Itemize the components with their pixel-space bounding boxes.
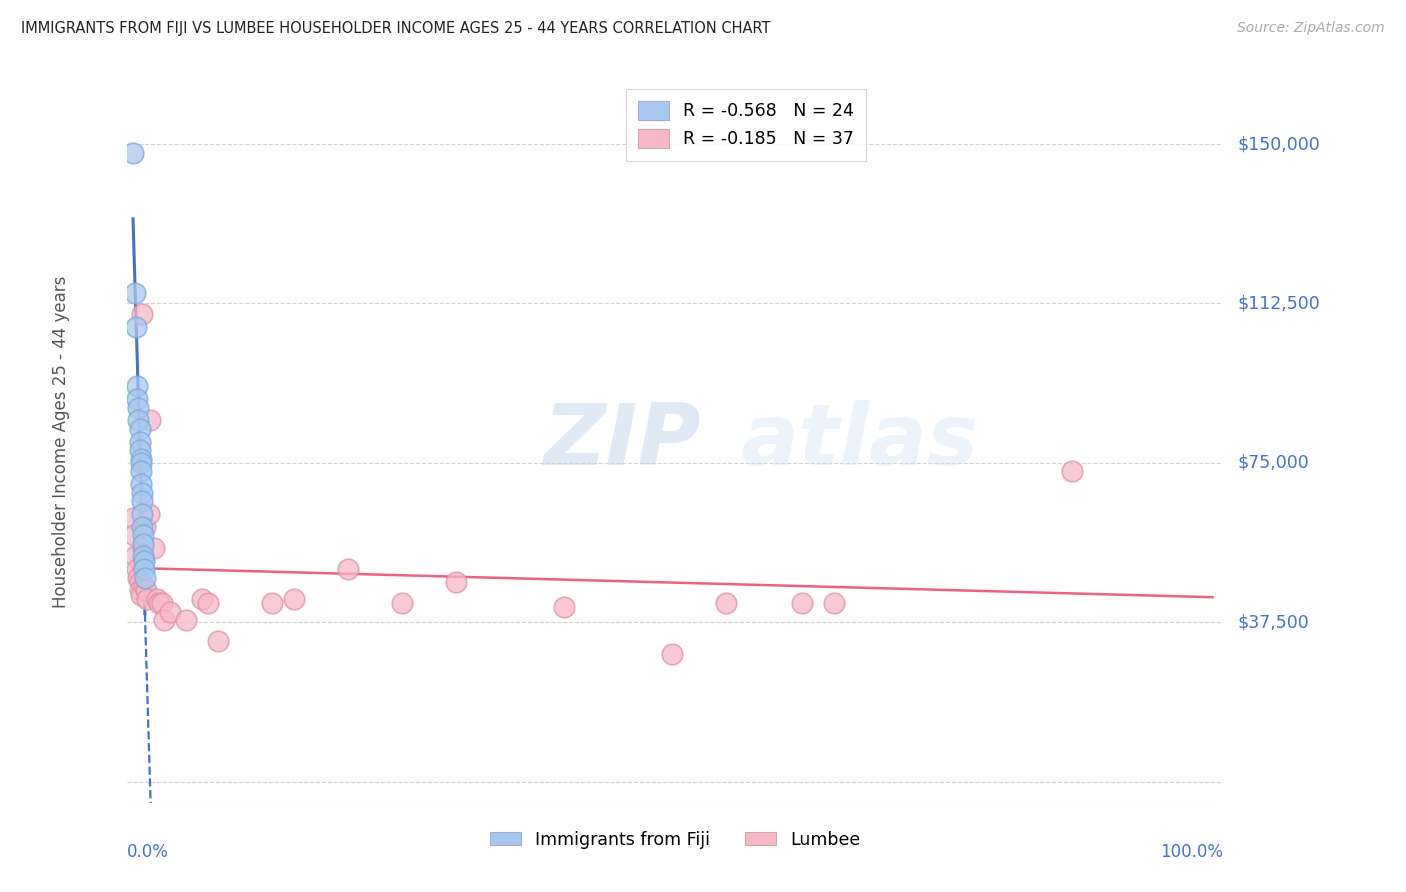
Point [132, 528, 155, 542]
Point [132, 536, 155, 550]
Point [146, 591, 169, 606]
Point [153, 613, 176, 627]
Point [197, 596, 219, 610]
Point [131, 519, 153, 533]
Point [128, 434, 150, 449]
Point [790, 596, 813, 610]
Point [142, 541, 165, 555]
Point [129, 464, 152, 478]
Point [138, 507, 160, 521]
Point [716, 596, 738, 610]
Point [148, 596, 170, 610]
Point [134, 570, 156, 584]
Point [1060, 464, 1083, 478]
Point [124, 285, 146, 300]
Text: $37,500: $37,500 [1237, 613, 1309, 632]
Point [132, 562, 155, 576]
Point [122, 145, 145, 160]
Point [129, 451, 152, 466]
Point [131, 507, 153, 521]
Point [124, 549, 146, 564]
Point [131, 307, 153, 321]
Text: Source: ZipAtlas.com: Source: ZipAtlas.com [1237, 21, 1385, 36]
Text: IMMIGRANTS FROM FIJI VS LUMBEE HOUSEHOLDER INCOME AGES 25 - 44 YEARS CORRELATION: IMMIGRANTS FROM FIJI VS LUMBEE HOUSEHOLD… [21, 21, 770, 37]
Text: $150,000: $150,000 [1237, 135, 1320, 153]
Point [122, 528, 145, 542]
Point [337, 562, 360, 576]
Text: $112,500: $112,500 [1237, 294, 1320, 312]
Text: $75,000: $75,000 [1237, 454, 1309, 472]
Point [128, 422, 150, 436]
Point [136, 591, 159, 606]
Point [132, 553, 155, 567]
Point [127, 562, 149, 576]
Point [132, 549, 155, 564]
Point [127, 413, 149, 427]
Point [262, 596, 284, 610]
Text: 0.0%: 0.0% [127, 843, 169, 861]
Point [134, 519, 156, 533]
Point [191, 591, 214, 606]
Point [174, 613, 197, 627]
Point [128, 574, 150, 589]
Point [150, 596, 173, 610]
Point [128, 583, 150, 598]
Point [444, 574, 467, 589]
Point [127, 570, 149, 584]
Point [207, 634, 229, 648]
Point [132, 541, 155, 555]
Point [129, 477, 152, 491]
Point [661, 647, 683, 661]
Point [132, 579, 155, 593]
Point [131, 494, 153, 508]
Point [129, 588, 152, 602]
Point [283, 591, 305, 606]
Text: Householder Income Ages 25 - 44 years: Householder Income Ages 25 - 44 years [52, 276, 70, 607]
Text: 100.0%: 100.0% [1160, 843, 1223, 861]
Point [131, 485, 153, 500]
Text: ZIP: ZIP [543, 400, 702, 483]
Point [128, 443, 150, 458]
Point [122, 511, 145, 525]
Legend: Immigrants from Fiji, Lumbee: Immigrants from Fiji, Lumbee [482, 823, 868, 855]
Point [127, 392, 149, 406]
Point [391, 596, 413, 610]
Point [129, 456, 152, 470]
Point [135, 583, 157, 598]
Point [159, 605, 181, 619]
Point [139, 413, 162, 427]
Text: atlas: atlas [741, 400, 979, 483]
Point [553, 600, 575, 615]
Point [125, 319, 148, 334]
Point [127, 379, 149, 393]
Point [823, 596, 845, 610]
Point [127, 401, 149, 415]
